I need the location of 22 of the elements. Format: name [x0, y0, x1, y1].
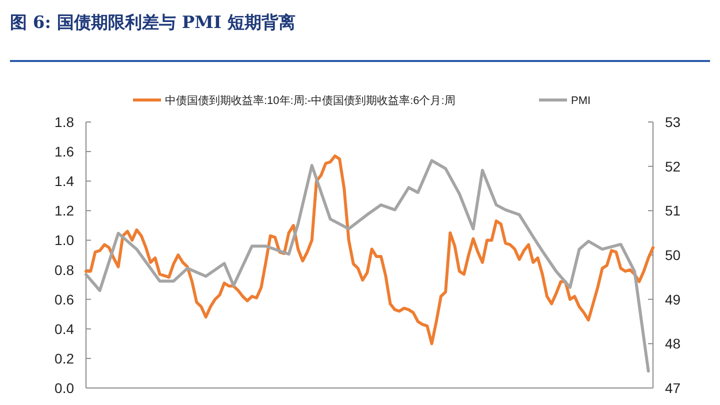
legend-label: 中债国债到期收益率:10年:周:-中债国债到期收益率:6个月:周	[165, 94, 456, 107]
y-tick-label: 1.0	[54, 232, 74, 248]
y-tick-label: 0.2	[54, 350, 74, 366]
y2-tick-label: 52	[665, 158, 681, 174]
y-tick-label: 0.0	[54, 380, 74, 396]
y-tick-label: 1.6	[54, 144, 74, 160]
y2-tick-label: 49	[665, 291, 681, 308]
y-tick-label: 0.4	[54, 320, 74, 337]
legend-label: PMI	[571, 95, 591, 107]
y2-tick-label: 47	[665, 380, 681, 396]
y-tick-label: 0.8	[54, 262, 74, 278]
line-series	[84, 159, 650, 373]
y2-tick-label: 53	[665, 114, 681, 130]
y2-tick-label: 50	[665, 247, 681, 263]
y-tick-label: 0.6	[54, 291, 74, 308]
y2-tick-label: 48	[665, 336, 681, 352]
line-series	[84, 154, 654, 346]
y2-tick-label: 51	[665, 202, 681, 219]
y-tick-label: 1.8	[54, 114, 74, 130]
chart-title: 图 6: 国债期限利差与 PMI 短期背离	[10, 13, 296, 33]
y-tick-label: 1.2	[54, 202, 74, 219]
y-tick-label: 1.4	[54, 173, 74, 190]
